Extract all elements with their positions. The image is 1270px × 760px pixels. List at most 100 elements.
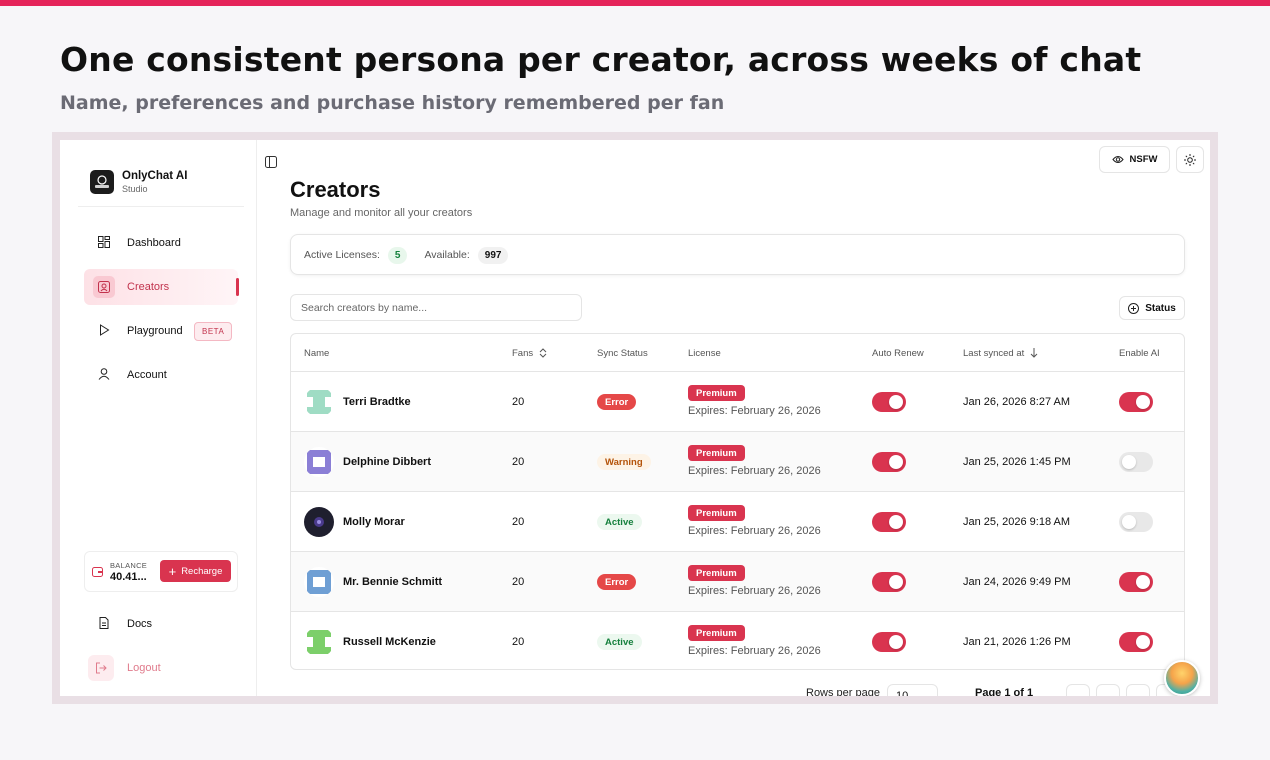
brand-sub: Studio [122,184,148,194]
column-header: License [688,334,721,372]
brand-name: OnlyChat AI [122,170,188,182]
nav-item[interactable]: Creators [84,269,239,305]
nav-icon [98,324,110,339]
auto-renew-toggle[interactable] [872,392,906,412]
nav-label: Logout [127,662,161,674]
auto-renew-toggle[interactable] [872,452,906,472]
license-expiry: Expires: February 26, 2026 [688,465,821,477]
sync-cell: Active [597,612,642,669]
column-header: Auto Renew [872,334,924,372]
license-expiry: Expires: February 26, 2026 [688,405,821,417]
table-row: Molly Morar 20 Active Premium Expires: Febru… [291,492,1184,552]
column-header: Sync Status [597,334,648,372]
column-label: Auto Renew [872,347,924,359]
divider [78,206,244,207]
balance-label: BALANCE [110,561,148,570]
license-badge: Premium [688,625,745,641]
nav-item[interactable]: Playground BETA [84,313,238,349]
license-badge: Premium [688,505,745,521]
fans-count: 20 [512,456,525,468]
creator-avatar [304,507,334,537]
balance-card: BALANCE 40.41... + Recharge [84,551,238,592]
app-window: OnlyChat AI Studio BALANCE 40.41... + Rec… [60,140,1210,696]
sidebar-toggle[interactable] [265,156,277,168]
search-input[interactable]: Search creators by name... [290,294,582,321]
top-accent [0,0,1270,6]
fans-count: 20 [512,396,525,408]
column-header: Last synced at [963,334,1038,372]
enable-ai-toggle[interactable] [1119,392,1153,412]
creator-name: Russell McKenzie [343,636,436,648]
rows-per-page-select[interactable]: 10 [887,684,938,696]
column-header: Enable AI [1119,334,1160,372]
prev-page[interactable] [1096,684,1120,696]
table-row: Terri Bradtke 20 Error Premium Expires: Febr… [291,372,1184,432]
sync-status: Error [597,394,637,410]
nav-icon [98,368,110,383]
assistant-avatar[interactable] [1164,660,1200,696]
status-filter[interactable]: Status [1119,296,1185,320]
creator-avatar [304,567,334,597]
toggle-knob [1136,395,1150,409]
enable-ai-toggle[interactable] [1119,452,1153,472]
license-card: Active Licenses: 5 Available: 997 [290,234,1185,275]
page-title: Creators [290,177,381,202]
creators-table: Name Fans Sync Status License Auto Renew Last… [290,333,1185,670]
nav-icon [93,276,115,298]
last-synced: Jan 21, 2026 1:26 PM [963,636,1071,648]
fans-count: 20 [512,636,525,648]
last-synced: Jan 25, 2026 9:18 AM [963,516,1071,528]
enable-ai-toggle[interactable] [1119,572,1153,592]
first-page[interactable] [1066,684,1090,696]
nav-label: Account [127,369,167,381]
footer-nav-item[interactable]: Logout [84,650,238,686]
beta-badge: BETA [194,321,233,341]
creator-avatar [304,627,334,657]
active-label: Active Licenses: [304,249,380,261]
sync-status: Active [597,634,642,650]
sort-icon[interactable] [1030,348,1038,358]
next-page[interactable] [1126,684,1150,696]
fans-count: 20 [512,576,525,588]
page-subtitle: Manage and monitor all your creators [290,207,473,219]
license-expiry: Expires: February 26, 2026 [688,645,821,657]
nav-icon [98,617,110,632]
creator-name: Delphine Dibbert [343,456,432,468]
auto-renew-toggle[interactable] [872,572,906,592]
nav-label: Dashboard [127,237,181,249]
theme-button[interactable] [1176,146,1204,173]
toggle-knob [889,395,903,409]
license-badge: Premium [688,385,745,401]
table-row: Russell McKenzie 20 Active Premium Expires: … [291,612,1184,669]
footer-nav-item[interactable]: Docs [84,606,238,642]
license-expiry: Expires: February 26, 2026 [688,525,821,537]
nav-label: Playground [127,325,183,337]
toggle-knob [1136,575,1150,589]
enable-ai-toggle[interactable] [1119,632,1153,652]
nsfw-button[interactable]: NSFW [1099,146,1170,173]
auto-renew-toggle[interactable] [872,512,906,532]
license-expiry: Expires: February 26, 2026 [688,585,821,597]
sync-cell: Warning [597,432,651,492]
toggle-knob [1136,635,1150,649]
recharge-button[interactable]: + Recharge [160,560,231,582]
nav-item[interactable]: Account [84,357,238,393]
license-badge: Premium [688,565,745,581]
creator-name: Molly Morar [343,516,405,528]
column-label: Enable AI [1119,347,1160,359]
toggle-knob [889,635,903,649]
sort-icon[interactable] [539,348,547,358]
license-badge: Premium [688,445,745,461]
nav-item[interactable]: Dashboard [84,225,238,261]
recharge-label: Recharge [181,565,223,577]
enable-ai-toggle[interactable] [1119,512,1153,532]
column-label: License [688,347,721,359]
column-label: Fans [512,347,534,359]
sync-status: Warning [597,454,651,470]
creator-avatar [304,387,334,417]
auto-renew-toggle[interactable] [872,632,906,652]
toggle-knob [889,515,903,529]
column-header: Name [304,334,329,372]
nav-icon [98,236,110,251]
toggle-knob [889,575,903,589]
